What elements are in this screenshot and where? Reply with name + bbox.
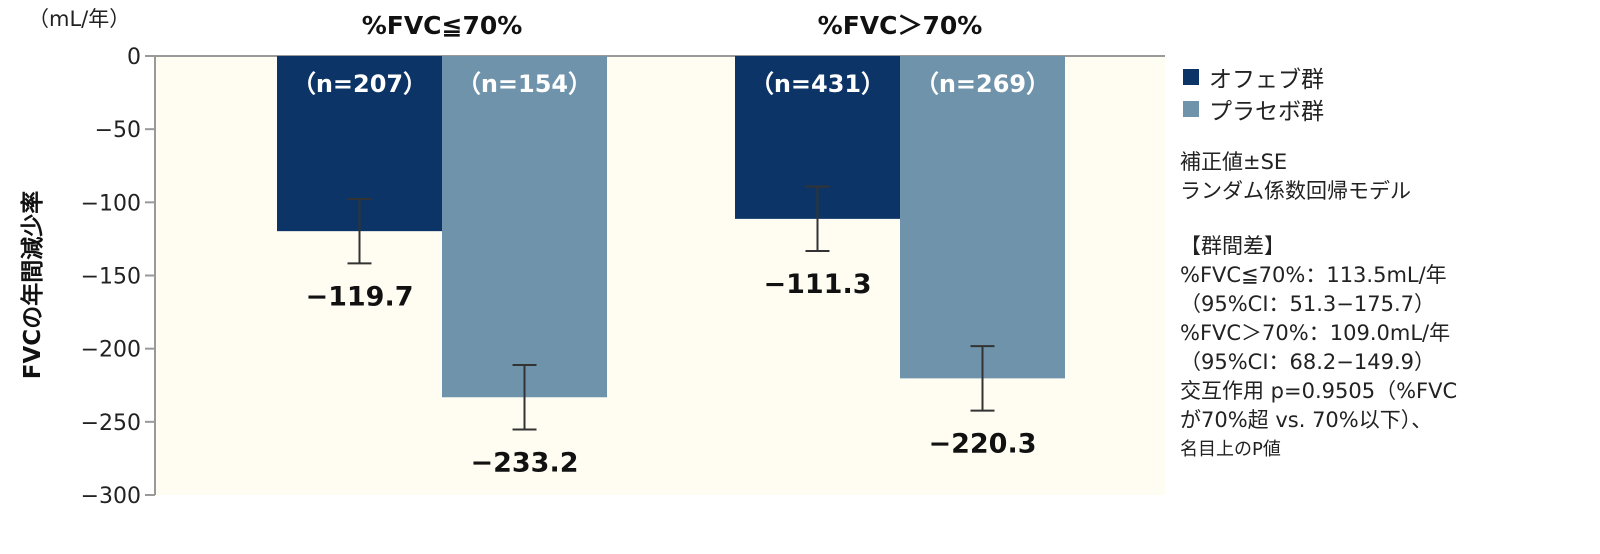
legend-item-placebo: プラセボ群 <box>1183 92 1324 126</box>
y-tick-label: −300 <box>81 484 141 509</box>
note-line: %FVC＞70%：109.0mL/年 <box>1180 321 1451 345</box>
group-title: %FVC≦70% <box>362 11 523 40</box>
note-line: 名目上のP値 <box>1180 439 1281 460</box>
data-label: −233.2 <box>470 447 578 478</box>
note-line: （95%CI：51.3−175.7） <box>1180 292 1436 316</box>
note-line: 【群間差】 <box>1180 234 1285 258</box>
data-label: −119.7 <box>305 281 413 312</box>
y-axis-label: FVCの年間減少率 <box>19 191 46 379</box>
note-line: 交互作用 p=0.9505（%FVC <box>1180 379 1458 403</box>
notes-difference: 【群間差】 %FVC≦70%：113.5mL/年 （95%CI：51.3−175… <box>1180 232 1457 464</box>
data-label: −111.3 <box>763 269 871 300</box>
legend-label: プラセボ群 <box>1209 99 1324 125</box>
bar-n-label: （n=269） <box>915 70 1050 98</box>
note-line: （95%CI：68.2−149.9） <box>1180 350 1436 374</box>
y-tick-label: −250 <box>81 411 141 436</box>
y-tick-label: −50 <box>95 118 141 143</box>
legend-item-ofev: オフェブ群 <box>1183 60 1324 94</box>
note-line: が70%超 vs. 70%以下）、 <box>1180 408 1433 432</box>
legend-label: オフェブ群 <box>1209 67 1324 93</box>
unit-label: （mL/年） <box>28 7 130 31</box>
group-title: %FVC＞70% <box>818 11 983 40</box>
y-tick-label: −150 <box>81 265 141 290</box>
note-line: ランダム係数回帰モデル <box>1180 179 1411 203</box>
note-line: %FVC≦70%：113.5mL/年 <box>1180 263 1447 287</box>
bar-n-label: （n=207） <box>292 70 427 98</box>
bar <box>900 56 1065 379</box>
note-line: 補正値±SE <box>1180 150 1288 174</box>
bar <box>442 56 607 398</box>
bar-n-label: （n=431） <box>750 70 885 98</box>
y-tick-label: −100 <box>81 191 141 216</box>
bar-n-label: （n=154） <box>457 70 592 98</box>
legend-swatch <box>1183 101 1199 117</box>
legend-swatch <box>1183 69 1199 85</box>
data-label: −220.3 <box>928 429 1036 460</box>
notes-method: 補正値±SE ランダム係数回帰モデル <box>1180 148 1411 206</box>
y-tick-label: 0 <box>127 45 141 70</box>
y-tick-label: −200 <box>81 338 141 363</box>
